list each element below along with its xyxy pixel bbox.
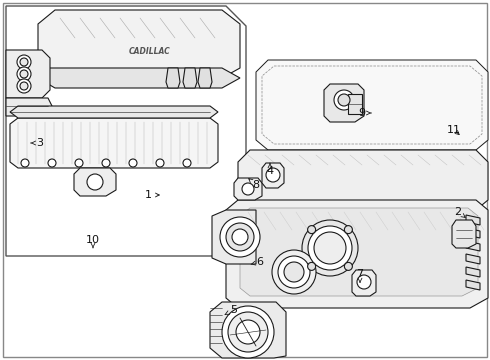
Text: 10: 10 [86,235,100,248]
Circle shape [87,174,103,190]
Circle shape [308,262,316,270]
Polygon shape [212,210,256,264]
Circle shape [308,226,352,270]
Circle shape [338,94,350,106]
Circle shape [228,312,268,352]
Polygon shape [6,50,50,98]
Polygon shape [466,241,480,251]
Polygon shape [38,10,240,78]
Circle shape [48,159,56,167]
Circle shape [102,159,110,167]
Circle shape [344,226,352,234]
Circle shape [314,232,346,264]
Polygon shape [256,60,488,150]
Polygon shape [324,84,364,122]
Circle shape [17,67,31,81]
Polygon shape [6,6,246,256]
Circle shape [272,250,316,294]
Circle shape [20,70,28,78]
Polygon shape [198,68,212,88]
Polygon shape [183,68,197,88]
Polygon shape [240,208,478,296]
Polygon shape [452,220,476,248]
Circle shape [302,220,358,276]
Polygon shape [166,68,180,88]
Circle shape [236,320,260,344]
Polygon shape [352,270,376,296]
Circle shape [266,168,280,182]
Circle shape [222,306,274,358]
Polygon shape [6,98,52,116]
Circle shape [278,256,310,288]
Circle shape [21,159,29,167]
Circle shape [156,159,164,167]
Polygon shape [466,280,480,290]
Circle shape [357,275,371,289]
Polygon shape [466,215,480,225]
Polygon shape [74,168,116,196]
Circle shape [17,79,31,93]
Polygon shape [226,200,488,308]
Polygon shape [466,267,480,277]
Polygon shape [234,178,262,200]
Text: 1: 1 [145,190,159,200]
Text: 6: 6 [251,257,264,267]
Circle shape [242,183,254,195]
Circle shape [17,55,31,69]
Text: 9: 9 [359,108,371,118]
Circle shape [344,262,352,270]
Circle shape [129,159,137,167]
Bar [348,94,362,114]
Circle shape [183,159,191,167]
Text: 7: 7 [356,269,364,282]
Polygon shape [262,163,284,188]
Text: 8: 8 [249,179,260,190]
Circle shape [75,159,83,167]
Circle shape [20,58,28,66]
Polygon shape [466,254,480,264]
Circle shape [226,223,254,251]
Polygon shape [10,106,218,118]
Circle shape [220,217,260,257]
Text: 3: 3 [31,138,44,148]
Circle shape [20,82,28,90]
Circle shape [334,90,354,110]
Polygon shape [238,150,488,210]
Polygon shape [210,302,286,358]
Text: 11: 11 [447,125,461,135]
Polygon shape [466,228,480,238]
Polygon shape [38,68,240,88]
Circle shape [232,229,248,245]
Polygon shape [10,118,218,168]
Text: 4: 4 [267,163,273,176]
Circle shape [284,262,304,282]
Text: 5: 5 [225,305,238,315]
Text: 2: 2 [454,207,465,217]
Text: CADILLAC: CADILLAC [129,48,171,57]
Circle shape [308,226,316,234]
